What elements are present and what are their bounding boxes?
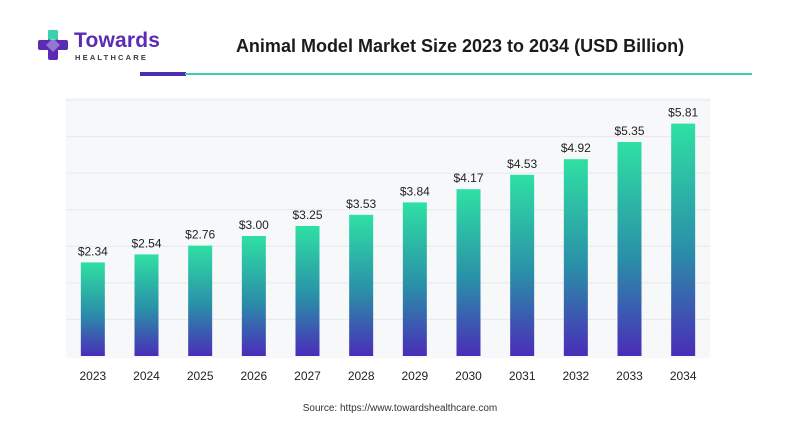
bar-2028 (349, 214, 374, 356)
value-label-2023: $2.34 (78, 244, 108, 258)
x-tick-2024: 2024 (133, 369, 160, 383)
bar-2031 (510, 174, 535, 356)
bar-2026 (241, 236, 266, 356)
x-tick-2028: 2028 (348, 369, 375, 383)
value-label-2029: $3.84 (400, 184, 430, 198)
bar-2032 (563, 159, 588, 356)
x-tick-2025: 2025 (187, 369, 214, 383)
bar-2024 (134, 254, 159, 356)
brand-logo: Towards HEALTHCARE (38, 28, 168, 68)
x-tick-2026: 2026 (240, 369, 267, 383)
bar-2034 (671, 123, 696, 356)
gridlines (66, 99, 710, 320)
bar-2023 (80, 262, 105, 356)
plot-area (66, 98, 710, 358)
header-divider (185, 73, 752, 75)
x-tick-2032: 2032 (562, 369, 589, 383)
x-tick-2030: 2030 (455, 369, 482, 383)
value-label-2024: $2.54 (131, 236, 161, 250)
brand-name: Towards (74, 29, 161, 52)
bar-2033 (617, 142, 642, 356)
bar-2030 (456, 189, 481, 356)
x-tick-2027: 2027 (294, 369, 321, 383)
value-label-2028: $3.53 (346, 197, 376, 211)
header-accent-bar (140, 72, 186, 76)
value-label-2034: $5.81 (668, 106, 698, 120)
value-label-2025: $2.76 (185, 228, 215, 242)
value-label-2027: $3.25 (292, 208, 322, 222)
bar-2029 (402, 202, 427, 356)
value-label-2026: $3.00 (239, 218, 269, 232)
brand-subtitle: HEALTHCARE (75, 53, 149, 62)
x-tick-2034: 2034 (670, 369, 697, 383)
x-tick-2023: 2023 (79, 369, 106, 383)
x-tick-labels: 2023 2024 2025 2026 2027 2028 2029 2030 2031 2032… (79, 369, 696, 383)
x-tick-2029: 2029 (401, 369, 428, 383)
value-label-2031: $4.53 (507, 157, 537, 171)
x-tick-2033: 2033 (616, 369, 643, 383)
value-labels: $2.34 $2.54 $2.76 $3.00 $3.25 $3.53 $3.84 $4.17… (78, 106, 699, 259)
bars (80, 123, 696, 356)
bar-2027 (295, 226, 320, 356)
value-label-2030: $4.17 (453, 171, 483, 185)
value-label-2033: $5.35 (614, 124, 644, 138)
value-label-2032: $4.92 (561, 141, 591, 155)
source-note: Source: https://www.towardshealthcare.co… (302, 403, 498, 414)
purple-teal-cross-icon (38, 30, 68, 60)
chart-title: Animal Model Market Size 2023 to 2034 (U… (235, 36, 685, 56)
x-tick-2031: 2031 (509, 369, 536, 383)
bar-2025 (188, 245, 213, 356)
